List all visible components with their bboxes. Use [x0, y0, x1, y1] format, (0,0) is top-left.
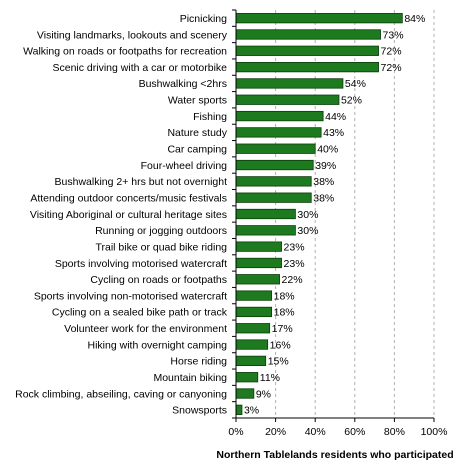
category-label: Fishing	[193, 111, 227, 123]
value-label: 72%	[381, 46, 402, 58]
x-tick-label: 40%	[305, 426, 326, 438]
bar	[235, 241, 282, 252]
bar	[235, 404, 243, 415]
bar	[235, 290, 273, 301]
bar	[235, 192, 312, 203]
category-label: Nature study	[167, 127, 227, 139]
category-label: Visiting landmarks, lookouts and scenery	[37, 29, 228, 41]
category-label: Cycling on a sealed bike path or track	[52, 307, 228, 319]
bar	[235, 176, 312, 187]
value-label: 43%	[323, 127, 344, 139]
category-label: Cycling on roads or footpaths	[90, 274, 227, 286]
bar	[235, 323, 271, 334]
bar	[235, 159, 314, 171]
category-label: Scenic driving with a car or motorbike	[53, 62, 228, 74]
value-label: 18%	[274, 307, 295, 319]
bar	[235, 78, 344, 89]
bar	[235, 225, 296, 236]
category-label: Hiking with overnight camping	[88, 339, 228, 351]
value-label: 72%	[381, 62, 402, 74]
bar	[235, 257, 282, 269]
x-tick-label: 60%	[344, 426, 365, 438]
bar	[235, 61, 379, 73]
category-label: Rock climbing, abseiling, caving or cany…	[15, 388, 227, 400]
value-label: 84%	[404, 13, 425, 25]
category-label: Snowsports	[172, 405, 227, 417]
value-label: 23%	[284, 258, 305, 270]
value-label: 15%	[268, 356, 289, 368]
bar	[235, 208, 296, 220]
x-axis-label: Northern Tablelands residents who partic…	[216, 449, 453, 461]
x-tick-labels: 0% 20% 40% 60% 80% 100%	[228, 426, 447, 438]
bar	[235, 94, 340, 105]
axes	[232, 9, 435, 422]
category-label: Walking on roads or footpaths for recrea…	[23, 46, 227, 58]
category-label: Water sports	[168, 95, 227, 107]
x-tick-label: 20%	[265, 426, 286, 438]
value-label: 23%	[284, 241, 305, 253]
value-label: 11%	[260, 372, 280, 384]
bar	[235, 274, 280, 285]
category-label: Visiting Aboriginal or cultural heritage…	[30, 209, 227, 221]
bar	[235, 127, 322, 138]
category-label: Horse riding	[170, 356, 227, 368]
bar	[235, 388, 255, 399]
value-label: 54%	[345, 78, 366, 90]
bars	[235, 13, 403, 415]
category-label: Mountain biking	[153, 372, 227, 384]
bar	[235, 143, 316, 154]
bar	[235, 29, 381, 40]
category-label: Sports involving motorised watercraft	[55, 258, 227, 270]
category-label: Sports involving non-motorised watercraf…	[34, 290, 227, 302]
value-labels: 84%73% 72% 72% 54% 52% 44% 43% 40% 39% 38% 38% 30% 3…	[244, 13, 425, 417]
bar	[235, 372, 259, 383]
bar	[235, 45, 379, 56]
value-label: 52%	[341, 95, 362, 107]
bar	[235, 339, 269, 350]
value-label: 38%	[313, 192, 334, 204]
category-label: Car camping	[167, 144, 227, 156]
category-label: Trail bike or quad bike riding	[95, 241, 227, 253]
bar	[235, 355, 267, 367]
category-labels: Picnicking Visiting landmarks, lookouts a…	[15, 13, 228, 417]
category-label: Four-wheel driving	[141, 160, 228, 172]
category-label: Picnicking	[180, 13, 227, 25]
category-label: Volunteer work for the environment	[64, 323, 227, 335]
value-label: 17%	[272, 323, 293, 335]
value-label: 16%	[270, 339, 291, 351]
value-label: 40%	[317, 144, 338, 156]
category-label: Bushwalking 2+ hrs but not overnight	[55, 176, 228, 188]
category-label: Attending outdoor concerts/music festiva…	[30, 192, 227, 204]
category-label: Running or jogging outdoors	[95, 225, 227, 237]
value-label: 44%	[325, 111, 346, 123]
bar	[235, 110, 324, 122]
value-label: 39%	[315, 160, 336, 172]
value-label: 22%	[282, 274, 303, 286]
value-label: 38%	[313, 176, 334, 188]
bar	[235, 306, 273, 318]
x-tick-label: 80%	[384, 426, 405, 438]
value-label: 18%	[274, 290, 295, 302]
value-label: 9%	[256, 388, 271, 400]
value-label: 73%	[383, 29, 404, 41]
value-label: 3%	[244, 405, 259, 417]
value-label: 30%	[297, 225, 318, 237]
x-tick-label: 100%	[421, 426, 448, 438]
value-label: 30%	[297, 209, 318, 221]
category-label: Bushwalking <2hrs	[139, 78, 227, 90]
bar	[235, 13, 403, 24]
x-tick-label: 0%	[228, 426, 243, 438]
